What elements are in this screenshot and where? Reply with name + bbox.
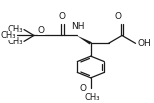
Text: CH₃: CH₃ [8,37,23,46]
Text: O: O [59,12,66,21]
Text: CH₃: CH₃ [8,25,23,34]
Text: CH₃: CH₃ [84,93,100,102]
Text: O: O [80,84,87,93]
Text: O: O [115,12,122,21]
Text: NH: NH [71,22,84,31]
Polygon shape [77,35,92,44]
Text: O: O [38,26,45,35]
Text: CH₃: CH₃ [1,31,16,40]
Text: OH: OH [137,39,151,48]
